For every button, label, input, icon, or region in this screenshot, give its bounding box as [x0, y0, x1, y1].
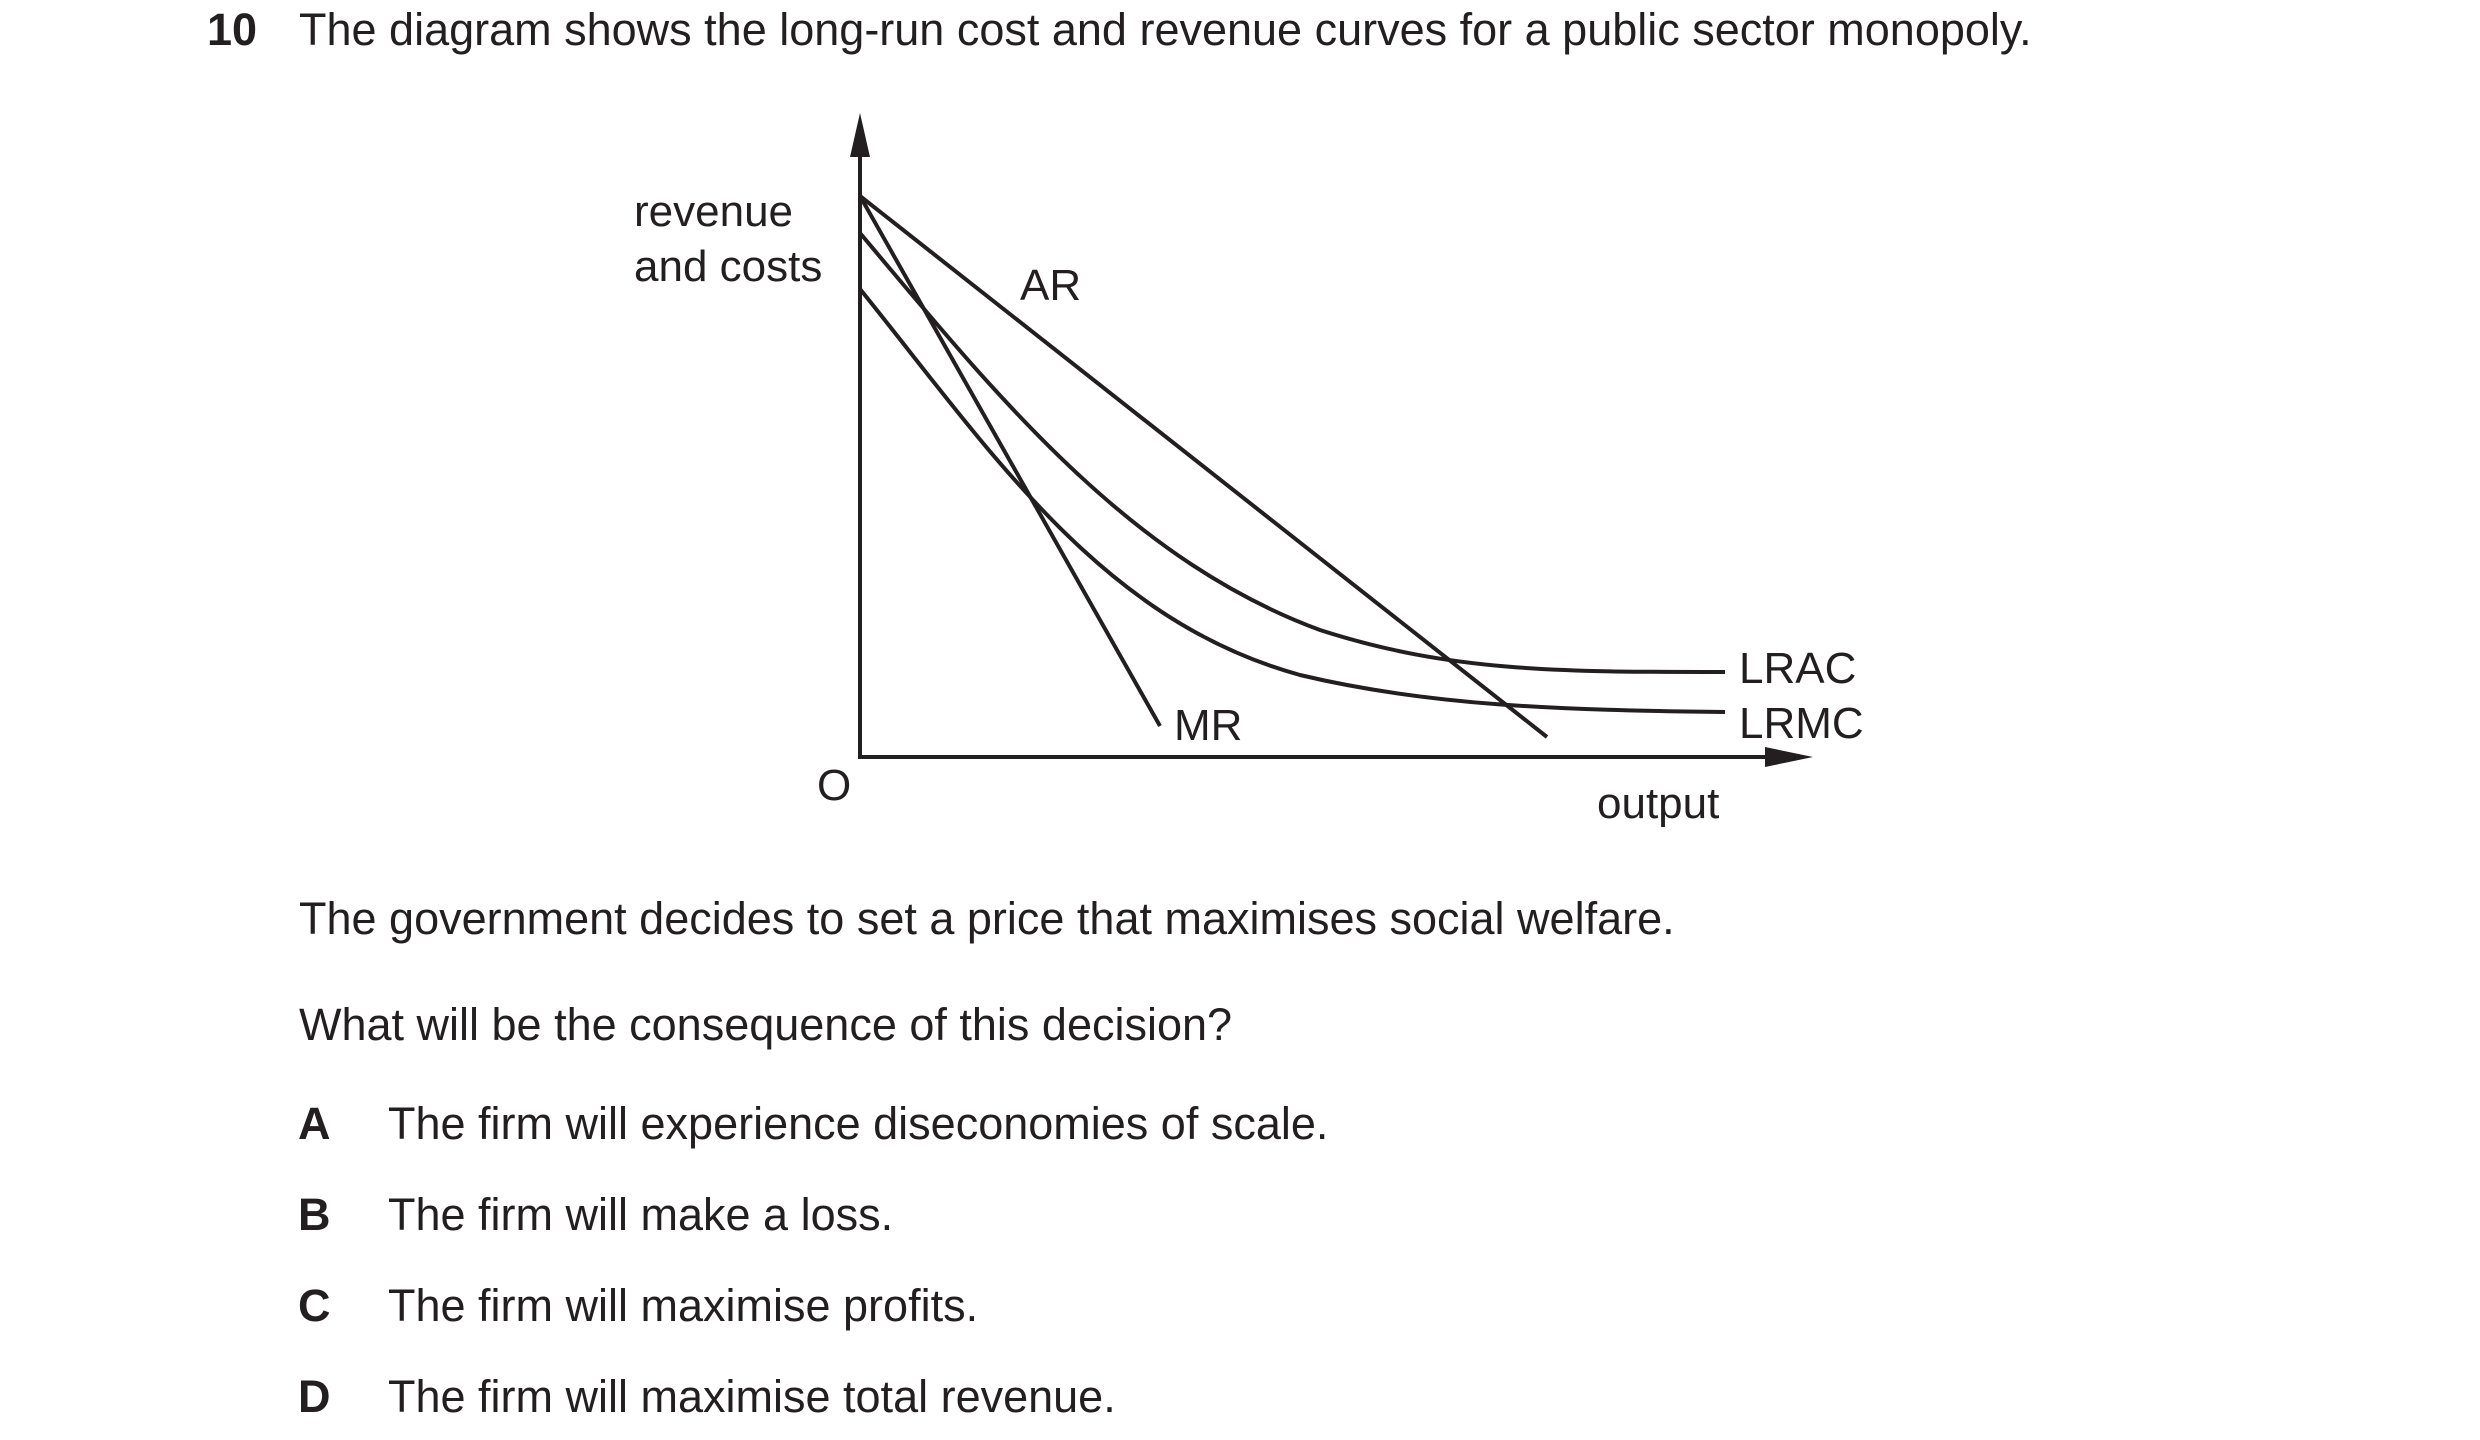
prompt-text: What will be the consequence of this dec…	[299, 999, 1233, 1050]
lrmc-curve	[858, 287, 1726, 714]
lrac-label: LRAC	[1739, 644, 1856, 693]
ar-label: AR	[1020, 261, 1081, 310]
lrmc-label: LRMC	[1739, 699, 1864, 748]
option-b-text: The firm will make a loss.	[388, 1189, 894, 1240]
question-stem: The diagram shows the long-run cost and …	[299, 4, 2032, 55]
option-d-letter: D	[298, 1371, 331, 1422]
option-b-letter: B	[298, 1189, 331, 1240]
option-c-letter: C	[298, 1280, 331, 1331]
mr-curve	[858, 195, 1162, 727]
option-d-text: The firm will maximise total revenue.	[388, 1371, 1116, 1422]
option-a-letter: A	[298, 1098, 331, 1149]
mr-label: MR	[1174, 701, 1242, 750]
x-axis-label: output	[1597, 779, 1719, 828]
ar-curve	[858, 194, 1549, 739]
y-axis-label-line1: revenue	[634, 187, 793, 236]
origin-label: O	[817, 761, 851, 810]
y-axis-label-line2: and costs	[634, 242, 822, 291]
option-a-text: The firm will experience diseconomies of…	[388, 1098, 1329, 1149]
y-axis-arrowhead	[850, 113, 870, 157]
lrac-curve	[858, 231, 1726, 674]
x-axis-arrowhead	[1765, 747, 1813, 767]
cost-revenue-diagram: revenue and costs AR MR LRAC LRMC O outp…	[634, 113, 1864, 828]
option-c-text: The firm will maximise profits.	[388, 1280, 979, 1331]
statement-text: The government decides to set a price th…	[299, 893, 1675, 944]
question-number: 10	[207, 4, 258, 55]
